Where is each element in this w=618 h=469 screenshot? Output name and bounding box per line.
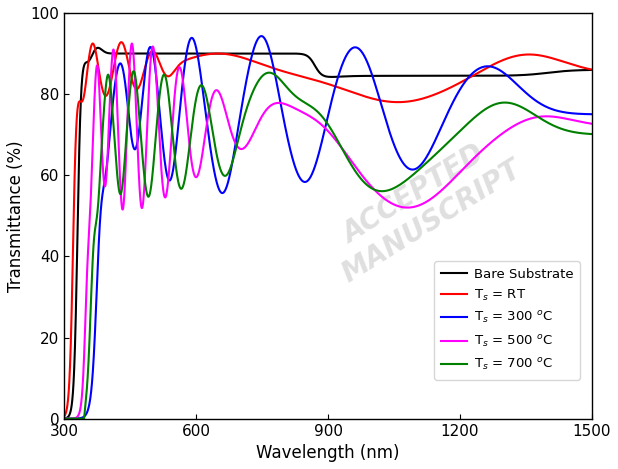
T$_s$ = 700 $^o$C: [454, 130, 462, 136]
T$_s$ = 300 $^o$C: [156, 113, 164, 119]
T$_s$ = 700 $^o$C: [377, 189, 384, 194]
T$_s$ = RT: [588, 67, 596, 72]
T$_s$ = 500 $^o$C: [61, 416, 68, 422]
Text: ACCEPTED
MANUSCRIPT: ACCEPTED MANUSCRIPT: [320, 128, 527, 288]
X-axis label: Wavelength (nm): Wavelength (nm): [256, 444, 400, 462]
T$_s$ = RT: [454, 81, 462, 87]
T$_s$ = 300 $^o$C: [404, 165, 411, 171]
T$_s$ = 500 $^o$C: [128, 41, 135, 46]
T$_s$ = 300 $^o$C: [262, 38, 269, 44]
Bare Substrate: [454, 73, 462, 79]
T$_s$ = 700 $^o$C: [494, 100, 502, 106]
T$_s$ = RT: [262, 63, 269, 68]
T$_s$ = 500 $^o$C: [588, 121, 596, 127]
Bare Substrate: [61, 416, 68, 421]
T$_s$ = 300 $^o$C: [454, 90, 462, 96]
Line: T$_s$ = 700 $^o$C: T$_s$ = 700 $^o$C: [64, 71, 592, 419]
T$_s$ = 700 $^o$C: [156, 87, 164, 92]
T$_s$ = RT: [61, 414, 68, 419]
T$_s$ = RT: [117, 39, 125, 45]
T$_s$ = 700 $^o$C: [73, 416, 80, 422]
T$_s$ = 300 $^o$C: [588, 112, 596, 117]
Line: Bare Substrate: Bare Substrate: [64, 48, 592, 418]
T$_s$ = 700 $^o$C: [588, 131, 596, 137]
T$_s$ = 500 $^o$C: [377, 193, 384, 198]
T$_s$ = 500 $^o$C: [454, 172, 462, 177]
T$_s$ = 300 $^o$C: [61, 416, 68, 422]
Line: T$_s$ = 500 $^o$C: T$_s$ = 500 $^o$C: [64, 44, 592, 419]
Bare Substrate: [588, 67, 596, 73]
T$_s$ = 300 $^o$C: [377, 100, 384, 106]
Y-axis label: Transmittance (%): Transmittance (%): [7, 140, 25, 292]
T$_s$ = RT: [494, 60, 502, 65]
Bare Substrate: [494, 73, 502, 78]
Line: T$_s$ = 300 $^o$C: T$_s$ = 300 $^o$C: [64, 36, 592, 419]
T$_s$ = 700 $^o$C: [262, 70, 269, 76]
Bare Substrate: [377, 73, 384, 79]
Bare Substrate: [95, 45, 102, 51]
T$_s$ = 700 $^o$C: [404, 176, 411, 182]
T$_s$ = 500 $^o$C: [404, 205, 411, 211]
T$_s$ = RT: [156, 61, 164, 67]
T$_s$ = 300 $^o$C: [258, 33, 265, 39]
T$_s$ = 500 $^o$C: [156, 148, 164, 153]
T$_s$ = RT: [404, 99, 411, 105]
T$_s$ = 500 $^o$C: [494, 134, 502, 139]
T$_s$ = 500 $^o$C: [262, 107, 269, 113]
T$_s$ = RT: [377, 98, 384, 103]
T$_s$ = 700 $^o$C: [61, 416, 68, 422]
Bare Substrate: [156, 51, 164, 56]
Bare Substrate: [404, 73, 411, 79]
Bare Substrate: [262, 51, 269, 56]
Line: T$_s$ = RT: T$_s$ = RT: [64, 42, 592, 416]
T$_s$ = 700 $^o$C: [130, 68, 137, 74]
Legend: Bare Substrate, T$_s$ = RT, T$_s$ = 300 $^o$C, T$_s$ = 500 $^o$C, T$_s$ = 700 $^: Bare Substrate, T$_s$ = RT, T$_s$ = 300 …: [434, 261, 580, 379]
T$_s$ = 300 $^o$C: [494, 67, 502, 72]
